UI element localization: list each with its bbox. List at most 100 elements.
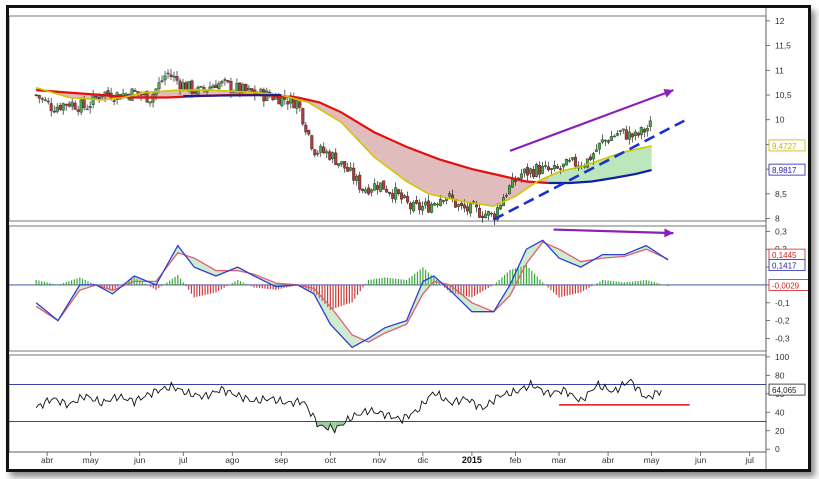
candle-body — [226, 80, 230, 83]
candle-body — [346, 167, 350, 172]
candle-body — [388, 192, 392, 194]
x-tick-label: abr — [602, 455, 614, 465]
last-value-fast: 9,4727 — [772, 142, 797, 151]
candle-body — [340, 161, 344, 165]
candle-body — [403, 195, 407, 198]
sma-slow-line — [36, 89, 549, 185]
candle-body — [427, 200, 431, 213]
candle-body — [499, 204, 503, 210]
candle-body — [552, 165, 556, 170]
macd-line — [35, 239, 669, 349]
candle-body — [418, 202, 422, 210]
candle-body — [481, 215, 485, 219]
candle-body — [484, 213, 488, 219]
candle-body — [313, 149, 317, 156]
x-tick-label: feb — [510, 455, 522, 465]
candle-body — [376, 185, 380, 190]
y-tick-label: 40 — [775, 407, 785, 417]
y-tick-label: 10,5 — [775, 90, 792, 100]
candle-body — [124, 93, 128, 96]
candle-body — [61, 103, 65, 111]
signal-last-value: 0,1417 — [772, 262, 797, 271]
panel-border-2 — [9, 354, 767, 453]
y-tick-label: -0,2 — [775, 316, 790, 326]
value-badge-box — [768, 139, 806, 152]
x-tick-label: nov — [372, 455, 386, 465]
candle-body — [286, 101, 290, 105]
trend-arrow-head — [663, 89, 674, 98]
rsi-oversold-fill — [316, 421, 404, 433]
candle-body — [624, 129, 628, 140]
candle-body — [588, 156, 592, 161]
candle-body — [633, 131, 637, 137]
x-tick-label: jun — [694, 455, 707, 465]
candle-body — [397, 189, 401, 194]
x-tick-label: jul — [178, 455, 188, 465]
candle-body — [352, 167, 356, 181]
candle-body — [525, 167, 529, 176]
candle-body — [334, 152, 338, 165]
y-tick-label: 8,5 — [775, 189, 787, 199]
candle-body — [289, 95, 293, 104]
rsi-line — [35, 378, 662, 434]
candle-body — [367, 187, 371, 195]
candle-body — [82, 98, 86, 109]
candle-body — [364, 189, 368, 193]
candle-body — [70, 101, 74, 107]
candle-body — [298, 101, 302, 108]
x-tick-label: 2015 — [462, 455, 482, 465]
candle-body — [214, 84, 218, 89]
candle-body — [46, 100, 50, 103]
price-candles — [34, 68, 652, 225]
candle-body — [157, 82, 161, 90]
candle-body — [58, 104, 62, 110]
candle-body — [76, 109, 80, 112]
candle-body — [561, 163, 565, 168]
candle-body — [385, 188, 389, 193]
y-tick-label: 10 — [775, 115, 785, 125]
candle-body — [546, 166, 550, 171]
candle-body — [564, 159, 568, 166]
candle-body — [64, 103, 68, 106]
chart-frame: 1211,51110,5109,598,589,47278,98170,30,2… — [6, 5, 811, 472]
candle-body — [163, 75, 167, 81]
candle-body — [235, 83, 239, 91]
candle-body — [382, 180, 386, 190]
candle-body — [40, 98, 44, 100]
candle-body — [460, 202, 464, 206]
trend-line — [493, 119, 685, 221]
candle-body — [55, 106, 59, 113]
candle-body — [355, 176, 359, 181]
candle-body — [307, 130, 311, 135]
candle-body — [469, 203, 473, 214]
candle-body — [250, 88, 254, 92]
candle-body — [421, 205, 425, 211]
candle-body — [400, 192, 404, 200]
candle-body — [415, 200, 419, 204]
candle-body — [627, 131, 631, 140]
candle-body — [478, 207, 482, 218]
candle-body — [358, 174, 362, 190]
candle-body — [621, 128, 625, 131]
candle-body — [531, 169, 535, 178]
candle-body — [94, 95, 98, 98]
last-value-slow: 8,9817 — [772, 166, 797, 175]
x-tick-label: dic — [417, 455, 429, 465]
candle-body — [337, 163, 341, 166]
candle-body — [591, 153, 595, 160]
candle-body — [325, 151, 329, 154]
candle-body — [220, 81, 224, 84]
candle-body — [106, 90, 110, 95]
candle-body — [618, 130, 622, 132]
y-tick-label: 20 — [775, 426, 785, 436]
candle-body — [594, 149, 598, 152]
candle-body — [442, 200, 446, 202]
candle-body — [37, 94, 41, 99]
candle-body — [391, 193, 395, 199]
candle-body — [316, 152, 320, 155]
candle-body — [549, 168, 553, 170]
candle-body — [238, 82, 242, 94]
x-tick-label: ago — [225, 455, 239, 465]
candle-body — [331, 152, 335, 160]
x-tick-label: sep — [274, 455, 288, 465]
